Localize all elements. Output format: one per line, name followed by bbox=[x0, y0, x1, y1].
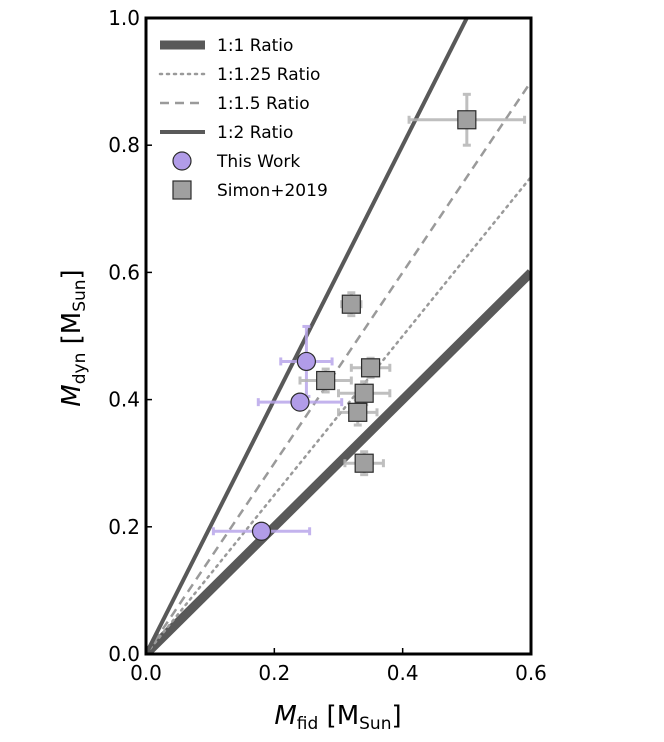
legend-series-label-0: This Work bbox=[216, 152, 300, 172]
x-axis-label: Mfid [MSun] bbox=[274, 701, 401, 734]
data-markers bbox=[251, 110, 477, 541]
circle-point-0 bbox=[251, 521, 272, 541]
legend-label-1: 1:1.25 Ratio bbox=[217, 65, 320, 85]
legend-marker-0 bbox=[172, 151, 192, 171]
y-axis-label: Mdyn [MSun] bbox=[57, 269, 90, 406]
x-axis-symbol: M bbox=[274, 701, 296, 731]
y-axis-unit-open: [M bbox=[57, 312, 87, 353]
legend-label-0: 1:1 Ratio bbox=[217, 36, 293, 56]
y-tick-label-3: 0.6 bbox=[108, 260, 140, 284]
ratio-lines bbox=[146, 18, 531, 654]
y-axis-unit-close: ] bbox=[57, 269, 87, 279]
circle-point-2 bbox=[296, 351, 317, 372]
x-axis-unit-subscript: Sun bbox=[359, 714, 391, 734]
ratio-line-0 bbox=[146, 269, 531, 654]
x-axis-subscript: fid bbox=[297, 714, 319, 734]
y-axis-subscript: dyn bbox=[70, 353, 90, 385]
square-point-1 bbox=[341, 294, 361, 314]
y-tick-label-0: 0.0 bbox=[108, 642, 140, 666]
square-point-4 bbox=[354, 383, 374, 403]
x-axis-unit-close: ] bbox=[391, 701, 401, 731]
y-tick-label-1: 0.2 bbox=[108, 515, 140, 539]
y-tick-label-2: 0.4 bbox=[108, 388, 140, 412]
square-point-6 bbox=[354, 453, 374, 473]
legend-series-label-1: Simon+2019 bbox=[217, 181, 328, 201]
y-tick-label-5: 1.0 bbox=[108, 6, 140, 30]
y-axis-unit-subscript: Sun bbox=[70, 279, 90, 311]
legend-label-2: 1:1.5 Ratio bbox=[217, 94, 310, 114]
x-tick-label-2: 0.4 bbox=[387, 661, 419, 685]
x-axis-unit-open: [M bbox=[318, 701, 359, 731]
legend-label-3: 1:2 Ratio bbox=[217, 123, 293, 143]
x-tick-label-1: 0.2 bbox=[258, 661, 290, 685]
square-point-0 bbox=[457, 110, 477, 130]
square-point-5 bbox=[348, 402, 368, 422]
square-point-2 bbox=[316, 370, 336, 391]
x-tick-label-0: 0.0 bbox=[130, 661, 162, 685]
x-tick-label-3: 0.6 bbox=[515, 661, 547, 685]
circle-point-1 bbox=[290, 392, 310, 412]
square-point-3 bbox=[360, 358, 381, 378]
y-axis-symbol: M bbox=[57, 384, 87, 406]
plot-frame bbox=[144, 16, 533, 656]
legend-marker-1 bbox=[172, 180, 192, 200]
ratio-line-1 bbox=[146, 175, 531, 654]
legend: 1:1 Ratio 1:1.25 Ratio 1:1.5 Ratio 1:2 Rati… bbox=[158, 36, 328, 201]
y-tick-label-4: 0.8 bbox=[108, 133, 140, 157]
axis-ticks: 0.0 0.2 0.4 0.6 0.0 0.2 0.4 0.6 0.8 1.0 bbox=[108, 6, 547, 685]
ratio-line-2 bbox=[146, 80, 531, 654]
